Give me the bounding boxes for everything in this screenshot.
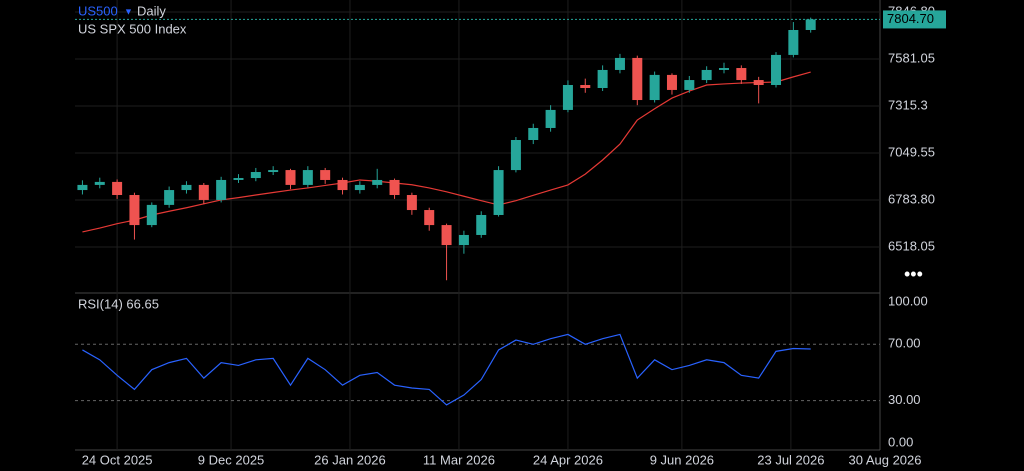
candle-body [458, 234, 469, 246]
y-tick-label: 30.00 [888, 392, 921, 407]
candle-body [493, 170, 504, 215]
x-tick-label: 11 Mar 2026 [423, 452, 495, 467]
candle-body [164, 190, 175, 205]
interval[interactable]: Daily [137, 3, 166, 18]
candle-body [285, 170, 296, 185]
x-tick-label: 26 Jan 2026 [314, 452, 386, 467]
indicator-label: RSI(14) 66.65 [78, 296, 159, 311]
candle-body [320, 170, 331, 180]
candle-body [354, 184, 365, 191]
y-tick-label: 6518.05 [888, 238, 935, 253]
candle-body [441, 225, 452, 246]
y-tick-label: 7581.05 [888, 50, 935, 65]
y-tick-label: 6783.80 [888, 191, 935, 206]
candle-body [753, 80, 764, 85]
more-button[interactable]: ••• [904, 264, 923, 284]
candle-body [406, 195, 417, 211]
instrument-name: US SPX 500 Index [78, 21, 187, 36]
candle-body [597, 69, 608, 89]
candle-body [424, 210, 435, 226]
symbol-dropdown[interactable]: ▼ [124, 6, 133, 16]
candle-body [701, 69, 712, 81]
y-tick-label: 100.00 [888, 293, 928, 308]
x-tick-label: 9 Jun 2026 [650, 452, 714, 467]
candle-body [372, 179, 383, 185]
candle-body [112, 181, 123, 196]
candle-body [788, 29, 799, 55]
candle-body [250, 172, 261, 179]
candle-body [632, 57, 643, 101]
symbol[interactable]: US500 [78, 3, 118, 18]
last-price-box [883, 10, 946, 29]
candle-body [233, 178, 244, 180]
candle-body [649, 74, 660, 101]
candle-body [666, 74, 677, 90]
candle-body [805, 19, 816, 30]
x-tick-label: 24 Apr 2026 [533, 452, 603, 467]
y-tick-label: 7315.3 [888, 97, 928, 112]
candle-body [181, 184, 192, 191]
candle-body [684, 80, 695, 90]
candle-body [476, 214, 487, 235]
candle-body [510, 140, 521, 171]
y-tick-label: 7049.55 [888, 144, 935, 159]
candle-body [545, 109, 556, 128]
x-tick-label: 24 Oct 2025 [82, 452, 153, 467]
candle-body [389, 179, 400, 196]
candle-body [77, 184, 88, 191]
candle-body [198, 184, 209, 200]
x-tick-label: 9 Dec 2025 [198, 452, 265, 467]
candle-body [216, 179, 227, 200]
candle-body [580, 84, 591, 89]
candle-body [268, 170, 279, 173]
y-tick-label: 0.00 [888, 434, 913, 449]
y-tick-label: 70.00 [888, 336, 921, 351]
candle-body [94, 181, 105, 185]
candle-body [614, 57, 625, 70]
candle-body [562, 84, 573, 110]
candle-body [129, 195, 140, 226]
candle-body [718, 68, 729, 70]
candle-body [771, 54, 782, 85]
candle-body [146, 204, 157, 226]
x-tick-label: 23 Jul 2026 [757, 452, 824, 467]
candle-body [528, 127, 539, 141]
last-price-label: 7804.70 [887, 11, 934, 26]
candle-body [302, 170, 313, 185]
candle-body [736, 68, 747, 81]
rsi-line [82, 333, 811, 406]
x-tick-label: 30 Aug 2026 [848, 452, 921, 467]
candle-body [337, 179, 348, 191]
